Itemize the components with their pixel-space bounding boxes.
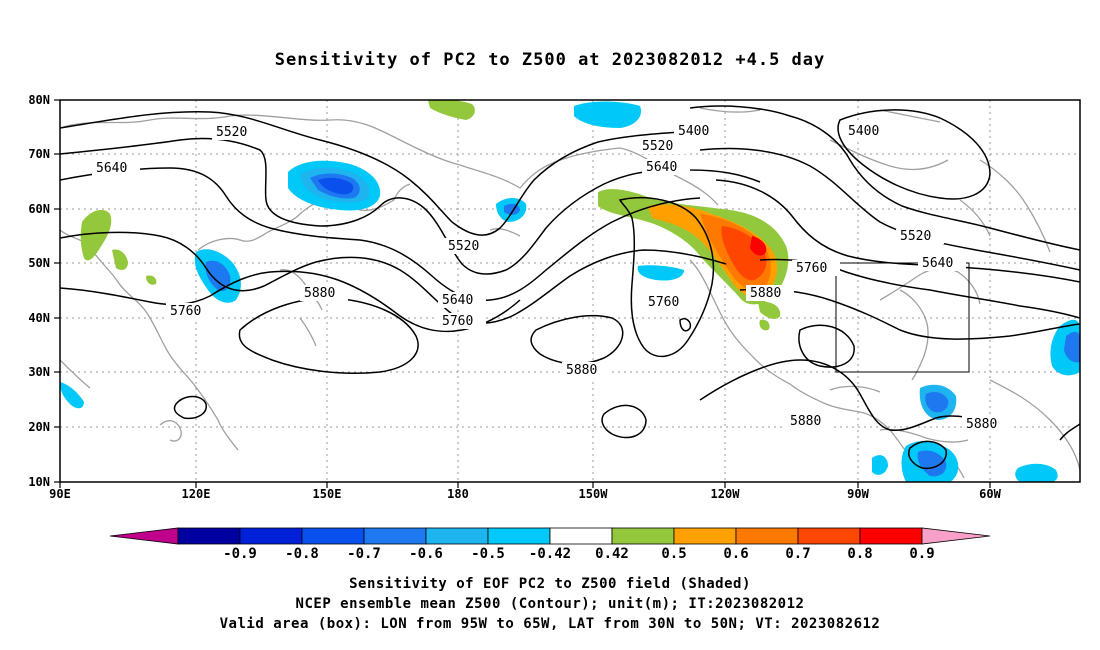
contour-label: 5760 xyxy=(796,261,827,276)
contour-label: 5400 xyxy=(848,124,879,139)
colorbar-label: 0.5 xyxy=(661,546,686,562)
contour-labels: 5520 5640 5760 5880 5520 5640 5760 5880 … xyxy=(92,123,1010,432)
colorbar-swatch xyxy=(549,527,613,545)
colorbar-swatch xyxy=(363,527,427,545)
contour-label: 5640 xyxy=(96,161,127,176)
colorbar-swatch xyxy=(487,527,551,545)
contour-label: 5760 xyxy=(442,314,473,329)
colorbar-label: 0.7 xyxy=(785,546,810,562)
colorbar-swatch xyxy=(177,527,241,545)
lon-label: 90E xyxy=(49,487,71,501)
axis-ticks xyxy=(54,99,991,488)
lat-label: 10N xyxy=(28,475,50,489)
colorbar-min-arrow xyxy=(109,527,179,545)
contour-label: 5520 xyxy=(448,239,479,254)
lon-label: 90W xyxy=(847,487,869,501)
sensitivity-shading xyxy=(60,100,1080,482)
chart-title: Sensitivity of PC2 to Z500 at 2023082012… xyxy=(274,50,826,70)
contour-label: 5520 xyxy=(900,229,931,244)
lat-label: 70N xyxy=(28,147,50,161)
contour-label: 5760 xyxy=(648,295,679,310)
valid-area-box xyxy=(835,262,970,373)
colorbar-swatch xyxy=(673,527,737,545)
colorbar-label: 0.42 xyxy=(595,546,629,562)
colorbar-label: -0.5 xyxy=(471,546,505,562)
colorbar: -0.9 -0.8 -0.7 -0.6 -0.5 -0.42 0.42 0.5 0.6 0.7 0.… xyxy=(109,527,991,562)
colorbar-swatch xyxy=(611,527,675,545)
caption-line-2: NCEP ensemble mean Z500 (Contour); unit(… xyxy=(295,596,805,612)
lat-label: 50N xyxy=(28,256,50,270)
colorbar-label: 0.9 xyxy=(909,546,934,562)
caption-line-1: Sensitivity of EOF PC2 to Z500 field (Sh… xyxy=(349,576,751,592)
lon-label: 120W xyxy=(711,487,741,501)
colorbar-label: -0.9 xyxy=(223,546,257,562)
contour-label: 5400 xyxy=(678,124,709,139)
contour-label: 5640 xyxy=(922,256,953,271)
captions: Sensitivity of EOF PC2 to Z500 field (Sh… xyxy=(0,574,1100,634)
colorbar-swatch xyxy=(797,527,861,545)
colorbar-swatch xyxy=(301,527,365,545)
lon-label: 60W xyxy=(979,487,1001,501)
lat-label: 60N xyxy=(28,202,50,216)
colorbar-label: 0.8 xyxy=(847,546,872,562)
colorbar-label: 0.6 xyxy=(723,546,748,562)
contour-label: 5520 xyxy=(216,125,247,140)
colorbar-swatch xyxy=(239,527,303,545)
longitude-labels: 90E 120E 150E 180 150W 120W 90W 60W xyxy=(49,487,1001,501)
contour-label: 5520 xyxy=(642,139,673,154)
contour-label: 5640 xyxy=(646,160,677,175)
contour-label: 5640 xyxy=(442,293,473,308)
colorbar-label: -0.7 xyxy=(347,546,381,562)
colorbar-swatch xyxy=(425,527,489,545)
contour-label: 5880 xyxy=(966,417,997,432)
lat-label: 40N xyxy=(28,311,50,325)
contour-label: 5880 xyxy=(750,286,781,301)
z500-contours xyxy=(60,105,1080,470)
lat-label: 20N xyxy=(28,420,50,434)
lat-label: 30N xyxy=(28,365,50,379)
lon-label: 150W xyxy=(579,487,609,501)
lat-label: 80N xyxy=(28,93,50,107)
colorbar-label: -0.42 xyxy=(529,546,571,562)
lon-label: 120E xyxy=(182,487,211,501)
lon-label: 180 xyxy=(447,487,469,501)
contour-label: 5760 xyxy=(170,304,201,319)
latitude-labels: 80N 70N 60N 50N 40N 30N 20N 10N xyxy=(28,93,50,489)
caption-line-3: Valid area (box): LON from 95W to 65W, L… xyxy=(219,616,881,632)
colorbar-label: -0.8 xyxy=(285,546,319,562)
colorbar-swatch xyxy=(859,527,923,545)
colorbar-max-arrow xyxy=(921,527,991,545)
map-frame xyxy=(59,99,1081,483)
colorbar-label: -0.6 xyxy=(409,546,443,562)
colorbar-swatch xyxy=(735,527,799,545)
contour-label: 5880 xyxy=(790,414,821,429)
contour-label: 5880 xyxy=(304,286,335,301)
contour-label: 5880 xyxy=(566,363,597,378)
coastlines xyxy=(60,107,1080,479)
lon-label: 150E xyxy=(313,487,342,501)
